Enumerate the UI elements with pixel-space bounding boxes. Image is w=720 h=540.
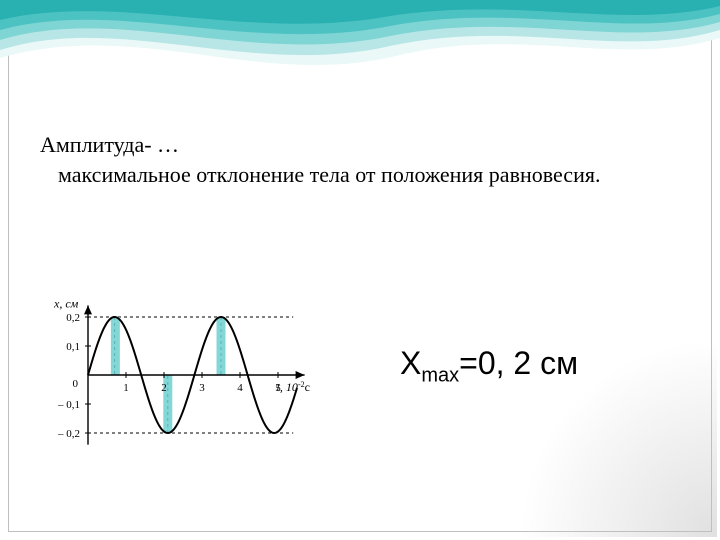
amplitude-formula: Xmax=0, 2 см bbox=[400, 345, 578, 387]
definition-line-1: максимальное отклонение тела от положени… bbox=[40, 160, 680, 190]
oscillation-chart: 123450,20,1– 0,1– 0,20x, смt, 10-2с bbox=[30, 280, 320, 475]
formula-eq: =0, 2 см bbox=[459, 345, 578, 381]
svg-text:0,1: 0,1 bbox=[66, 341, 80, 353]
term-line: Амплитуда- … bbox=[40, 130, 680, 160]
definition-block: Амплитуда- … максимальное отклонение тел… bbox=[40, 130, 680, 189]
definition-text: максимальное отклонение тела от положени… bbox=[58, 162, 600, 187]
svg-text:4: 4 bbox=[237, 382, 243, 394]
formula-symbol: X bbox=[400, 345, 421, 381]
svg-text:0,2: 0,2 bbox=[66, 312, 80, 324]
svg-text:3: 3 bbox=[199, 382, 205, 394]
svg-text:2: 2 bbox=[161, 382, 167, 394]
svg-text:0: 0 bbox=[73, 378, 79, 390]
formula-sub: max bbox=[421, 364, 459, 386]
svg-text:1: 1 bbox=[123, 382, 129, 394]
svg-text:t, 10-2с: t, 10-2с bbox=[277, 380, 310, 395]
svg-text:– 0,2: – 0,2 bbox=[57, 428, 80, 440]
svg-text:x, см: x, см bbox=[53, 296, 79, 310]
svg-text:– 0,1: – 0,1 bbox=[57, 399, 80, 411]
decor-waves bbox=[0, 0, 720, 90]
